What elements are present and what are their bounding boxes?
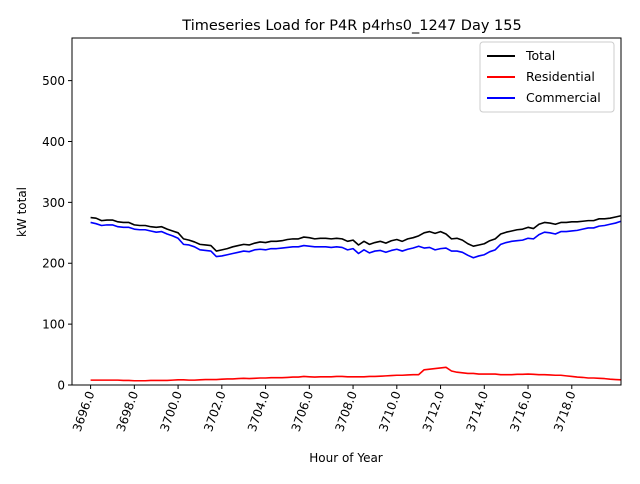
y-tick-label: 400 — [42, 135, 65, 149]
plot-lines — [90, 214, 622, 382]
x-tick-label: 3698.0 — [114, 389, 142, 433]
legend-label-total: Total — [525, 48, 555, 63]
series-line-commercial — [90, 220, 622, 259]
x-tick-label: 3710.0 — [376, 389, 404, 433]
x-tick-label: 3704.0 — [245, 389, 273, 433]
x-tick-label: 3708.0 — [332, 389, 360, 433]
y-axis-ticks: 0 100 200 300 400 500 — [42, 74, 72, 393]
x-axis-label: Hour of Year — [309, 451, 383, 465]
x-tick-label: 3700.0 — [157, 389, 185, 433]
legend-label-commercial: Commercial — [526, 90, 601, 105]
y-axis-label: kW total — [15, 187, 29, 237]
plot-frame — [71, 37, 622, 386]
x-tick-label: 3706.0 — [289, 389, 317, 433]
x-tick-label: 3718.0 — [551, 389, 579, 433]
series-line-residential — [90, 366, 622, 382]
x-axis-ticks: 3696.0 3698.0 3700.0 3702.0 3704.0 3706.0 3708… — [70, 385, 579, 433]
x-tick-label: 3714.0 — [464, 389, 492, 433]
y-tick-label: 200 — [42, 257, 65, 271]
y-tick-label: 0 — [57, 379, 65, 393]
y-tick-label: 300 — [42, 196, 65, 210]
y-tick-label: 100 — [42, 318, 65, 332]
x-tick-label: 3702.0 — [201, 389, 229, 433]
legend-label-residential: Residential — [526, 69, 595, 84]
legend: Total Residential Commercial — [479, 41, 615, 113]
x-tick-label: 3696.0 — [70, 389, 98, 433]
x-tick-label: 3716.0 — [507, 389, 535, 433]
legend-box — [479, 41, 615, 113]
chart-title: Timeseries Load for P4R p4rhs0_1247 Day … — [181, 18, 521, 34]
series-line-total — [90, 214, 622, 252]
x-tick-label: 3712.0 — [420, 389, 448, 433]
y-tick-label: 500 — [42, 74, 65, 88]
